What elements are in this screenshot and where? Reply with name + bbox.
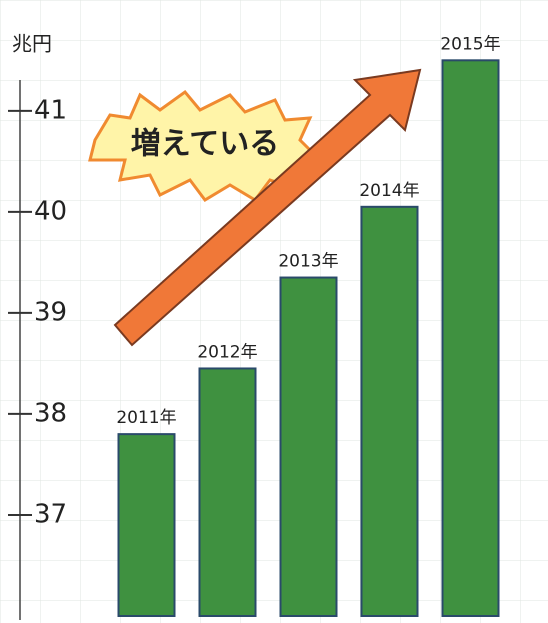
bar <box>279 276 338 617</box>
y-tick-label: 40 <box>34 196 67 226</box>
bar-label: 2014年 <box>359 181 419 201</box>
y-tick-label: 39 <box>34 297 67 327</box>
y-tick-label: 37 <box>34 499 67 529</box>
bar <box>117 433 176 618</box>
bar-label: 2011年 <box>116 408 176 428</box>
bar <box>198 367 257 617</box>
bar-label: 2012年 <box>197 342 257 362</box>
annotation: 増えている <box>131 127 280 162</box>
bar <box>360 205 419 618</box>
bar-label: 2015年 <box>440 34 500 54</box>
y-tick-label: 41 <box>34 95 67 125</box>
bar <box>441 59 500 617</box>
bar-label: 2013年 <box>278 252 338 272</box>
y-unit: 兆円 <box>12 32 52 56</box>
y-tick-label: 38 <box>34 398 67 428</box>
trend-arrow <box>113 68 422 347</box>
